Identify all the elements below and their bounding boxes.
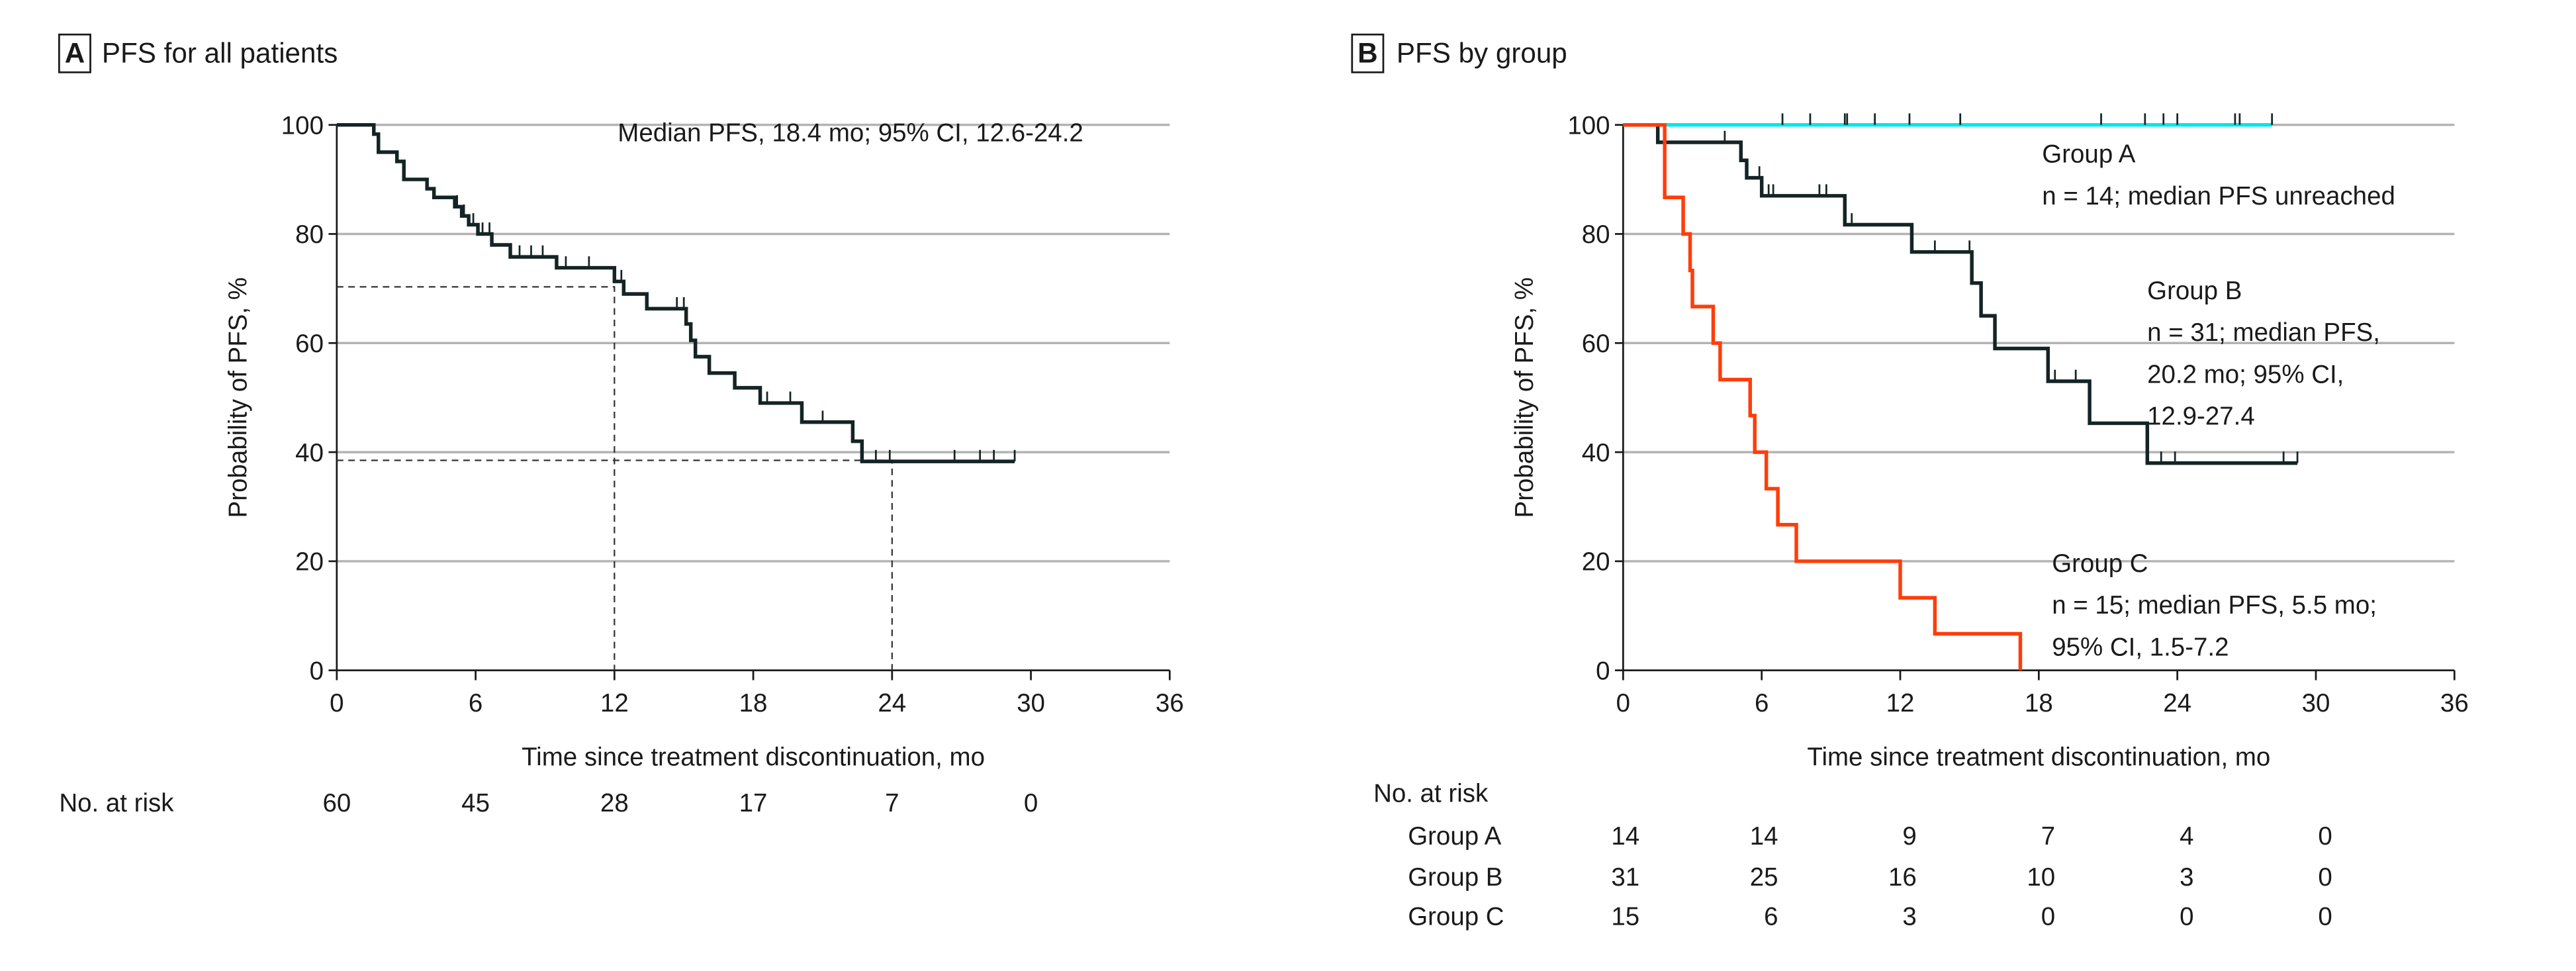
x-axis-label: Time since treatment discontinuation, mo xyxy=(1807,743,2270,772)
x-tick-label: 12 xyxy=(600,689,629,717)
panel-label-box xyxy=(58,33,91,73)
x-axis-label: Time since treatment discontinuation, mo xyxy=(522,743,985,772)
series-label: Group B xyxy=(2147,277,2242,305)
series-label: n = 15; median PFS, 5.5 mo; xyxy=(2052,591,2377,620)
risk-count: 10 xyxy=(2027,863,2055,892)
risk-count: 4 xyxy=(2180,822,2193,851)
y-axis-label: Probability of PFS, % xyxy=(1510,277,1539,518)
x-tick-label: 18 xyxy=(739,689,768,717)
x-tick-label: 30 xyxy=(1017,689,1045,717)
x-tick-label: 0 xyxy=(330,689,344,717)
series-label: 95% CI, 1.5-7.2 xyxy=(2052,633,2229,661)
risk-count: 7 xyxy=(2041,822,2055,851)
series-label: Group A xyxy=(2042,140,2135,169)
risk-count: 0 xyxy=(2180,902,2193,931)
km-curve-all-patients xyxy=(336,122,1015,463)
y-tick-label: 100 xyxy=(1567,111,1610,140)
risk-row-name: Group A xyxy=(1408,822,1501,851)
risk-count: 60 xyxy=(322,789,351,817)
y-tick-label: 80 xyxy=(295,220,324,249)
risk-row-name: Group B xyxy=(1408,863,1502,892)
x-tick-label: 36 xyxy=(2440,689,2469,717)
risk-count: 0 xyxy=(2318,822,2332,851)
risk-count: 17 xyxy=(739,789,768,817)
x-tick-label: 24 xyxy=(878,689,906,717)
risk-count: 28 xyxy=(600,789,629,817)
y-tick-label: 20 xyxy=(295,548,324,577)
series-label: 20.2 mo; 95% CI, xyxy=(2147,360,2344,389)
y-tick-label: 60 xyxy=(295,330,324,358)
risk-count: 7 xyxy=(885,789,899,817)
risk-count: 9 xyxy=(1902,822,1916,851)
panel-title: PFS for all patients xyxy=(102,37,338,68)
series-label: n = 14; median PFS unreached xyxy=(2042,182,2395,210)
risk-count: 16 xyxy=(1888,863,1917,892)
panel-label: A xyxy=(65,37,85,68)
km-curve-group-c xyxy=(1623,122,2023,670)
x-tick-label: 24 xyxy=(2163,689,2191,717)
risk-count: 0 xyxy=(2041,902,2055,931)
x-tick-label: 6 xyxy=(469,689,483,717)
y-tick-label: 40 xyxy=(295,439,324,467)
x-tick-label: 30 xyxy=(2302,689,2330,717)
panel-label-box xyxy=(1351,33,1385,73)
y-tick-label: 60 xyxy=(1582,330,1610,358)
series-label: 12.9-27.4 xyxy=(2147,402,2255,431)
x-tick-label: 0 xyxy=(1616,689,1630,717)
median-reference-line xyxy=(336,286,616,670)
risk-table-label: No. at risk xyxy=(59,789,174,817)
y-tick-label: 40 xyxy=(1582,439,1610,467)
x-tick-label: 12 xyxy=(1886,689,1915,717)
risk-count: 25 xyxy=(1750,863,1778,892)
y-tick-label: 0 xyxy=(1596,657,1610,685)
y-axis-label: Probability of PFS, % xyxy=(224,277,252,518)
risk-count: 0 xyxy=(1024,789,1038,817)
series-label: Group C xyxy=(2052,549,2148,578)
risk-count: 0 xyxy=(2318,863,2332,892)
panel-label: B xyxy=(1357,37,1377,68)
risk-count: 3 xyxy=(1902,902,1916,931)
risk-table-label: No. at risk xyxy=(1373,779,1489,808)
risk-row-name: Group C xyxy=(1408,902,1504,931)
risk-count: 0 xyxy=(2318,902,2332,931)
y-tick-label: 80 xyxy=(1582,220,1610,249)
y-tick-label: 100 xyxy=(281,111,324,140)
risk-count: 15 xyxy=(1611,902,1639,931)
risk-count: 31 xyxy=(1611,863,1639,892)
risk-count: 3 xyxy=(2180,863,2193,892)
median-annotation: Median PFS, 18.4 mo; 95% CI, 12.6-24.2 xyxy=(618,118,1083,147)
km-curve-group-b xyxy=(1623,122,2298,465)
risk-count: 14 xyxy=(1750,822,1778,851)
series-label: n = 31; median PFS, xyxy=(2147,318,2380,347)
y-tick-label: 20 xyxy=(1582,548,1610,577)
x-tick-label: 36 xyxy=(1156,689,1184,717)
panel-title: PFS by group xyxy=(1397,37,1567,68)
x-tick-label: 6 xyxy=(1755,689,1769,717)
panel-a: A PFS for all patients 0 20 40 60 80 100 0 6 12 18 2… xyxy=(58,33,1184,817)
y-tick-label: 0 xyxy=(310,657,324,685)
x-tick-label: 18 xyxy=(2025,689,2053,717)
risk-count: 14 xyxy=(1611,822,1639,851)
risk-count: 45 xyxy=(461,789,490,817)
risk-count: 6 xyxy=(1764,902,1778,931)
